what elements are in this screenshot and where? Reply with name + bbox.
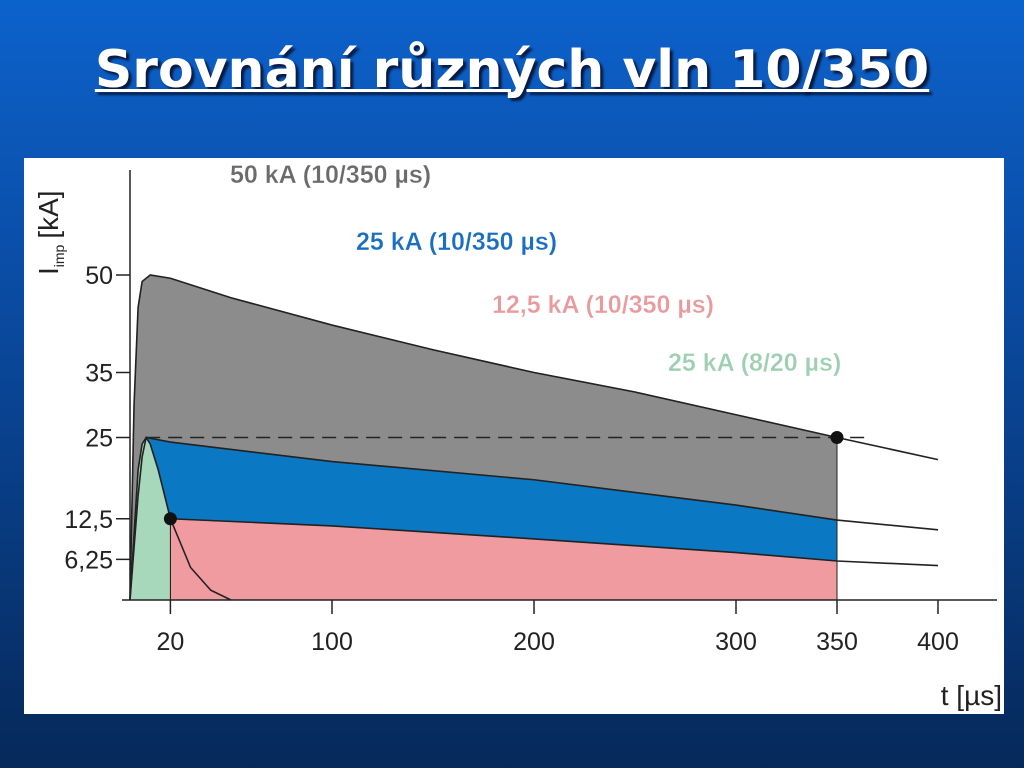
series-line [129, 435, 232, 601]
x-tick-label: 200 [513, 628, 555, 656]
x-tick-label: 20 [156, 628, 184, 656]
legend-label: 25 kA (10/350 µs) [356, 228, 557, 256]
x-tick-label: 300 [715, 628, 757, 656]
marker [830, 431, 844, 444]
x-tick-label: 100 [311, 628, 353, 656]
series-line [170, 517, 939, 567]
y-tick-label: 25 [85, 425, 113, 453]
y-label-sub: imp [51, 244, 67, 267]
y-tick-label: 50 [85, 262, 113, 290]
series-line [129, 274, 939, 601]
y-tick-label: 12,5 [64, 506, 113, 534]
y-label-main: I [33, 267, 64, 275]
x-axis-label: t [µs] [941, 680, 1002, 711]
legend-label: 12,5 kA (10/350 µs) [492, 291, 714, 319]
legend-label: 25 kA (8/20 µs) [668, 349, 841, 377]
x-tick-label: 350 [816, 628, 858, 656]
marker [163, 512, 177, 526]
slide-title: Srovnání různých vln 10/350 [94, 40, 930, 100]
y-tick-label: 6,25 [64, 546, 113, 574]
y-label-unit: [kA] [33, 190, 64, 238]
legend-label: 50 kA (10/350 µs) [230, 161, 431, 189]
y-axis-label: Iimp [kA] [33, 190, 67, 275]
series-line [129, 436, 939, 601]
y-tick-label: 35 [85, 360, 113, 388]
x-tick-label: 400 [917, 628, 959, 656]
chart: Iimp [kA] t [µs] 50 kA (10/350 µs) 25 kA (… [24, 158, 1004, 714]
